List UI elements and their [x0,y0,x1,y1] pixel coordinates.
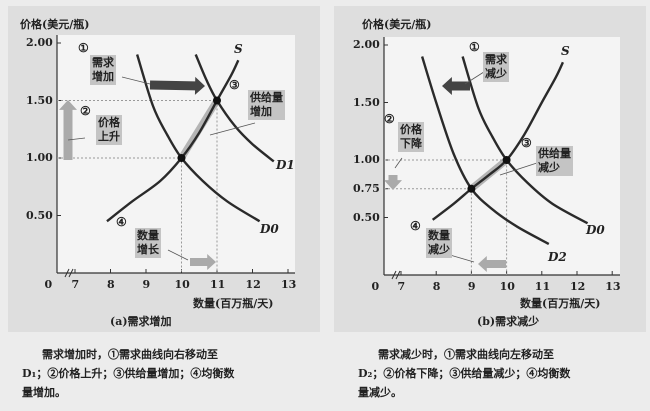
leader-line [499,161,541,176]
x-tick-label: 9 [467,280,476,293]
equilibrium-point [213,96,221,105]
equilibrium-point [467,184,476,193]
x-axis-label-a: 数量(百万瓶/天) [193,297,274,310]
y-tick-label: 2.00 [353,38,380,51]
leader-line [209,122,256,136]
x-tick-label: 7 [397,280,406,293]
leader-line [167,249,189,261]
annotation-price-rise: 价格 上升 [96,115,122,145]
annotation-quantity-grow: 数量 增长 [135,228,161,258]
x-tick-label: 0 [44,278,53,291]
x-tick-label: 12 [245,278,261,291]
equilibrium-point [502,156,511,164]
curve-S [106,59,240,223]
guide-line [384,159,508,275]
x-tick-label: 8 [432,280,441,293]
annotation-supply-qty-decrease: 供给量 减少 [536,146,573,176]
series-label-S-b: S [561,44,570,58]
caption-b: (b)需求减少 [477,315,540,328]
y-tick-label: 0.75 [353,181,380,195]
x-tick-label: 10 [499,280,515,293]
price-down-arrow [384,175,402,190]
y-axis-label-a: 价格(美元/瓶) [20,18,90,31]
guide-line [384,188,472,275]
quantity-down-arrow [478,256,506,272]
x-tick-label: 10 [174,278,190,291]
quantity-up-arrow [190,254,216,270]
annotation-number-3: ③ [521,136,532,150]
series-label-S-a: S [234,42,243,56]
x-tick-label: 7 [71,278,80,291]
y-tick-label: 1.50 [26,93,53,107]
y-tick-label: 0.50 [26,208,53,222]
series-label-D1: D1 [276,158,295,172]
demand-shift-right-arrow [149,76,205,95]
caption-a: (a)需求增加 [110,315,172,328]
x-tick-label: 11 [534,280,551,293]
y-tick-label: 1.00 [26,151,53,164]
annotation-number-2: ② [384,112,395,126]
x-tick-label: 11 [210,278,226,291]
annotation-number-4: ④ [116,215,127,229]
axis-break-mark [391,270,401,280]
annotation-number-1: ① [78,41,89,55]
annotation-quantity-decrease: 数量 减少 [426,228,452,258]
series-label-D0-a: D0 [260,222,279,236]
y-tick-label: 2.00 [26,36,53,49]
series-label-D0-b: D0 [586,223,605,237]
x-tick-label: 12 [570,280,586,293]
y-tick-label: 1.00 [353,153,380,166]
axis-break-mark [64,268,74,278]
annotation-number-2: ② [80,104,91,118]
x-axis-label-b: 数量(百万瓶/天) [520,297,601,310]
leader-line [449,254,475,263]
x-tick-label: 13 [605,280,621,293]
curve-D1 [194,54,275,163]
annotation-demand-decrease: 需求 减少 [483,52,509,82]
x-tick-label: 8 [107,278,115,291]
annotation-supply-qty-increase: 供给量 增加 [248,90,285,120]
x-tick-label: 9 [142,278,151,291]
equilibrium-point [177,154,186,162]
leader-line [121,76,151,85]
leader-line [394,157,403,169]
y-tick-label: 0.50 [353,210,380,224]
description-a: 需求增加时，①需求曲线向右移动至 D₁；②价格上升；③供给量增加；④均衡数 量增… [22,348,235,399]
description-b: 需求减少时，①需求曲线向左移动至 D₂；②价格下降；③供给量减少；④均衡数 量减… [358,348,571,399]
x-tick-label: 0 [371,280,380,293]
demand-shift-left-arrow [442,77,470,95]
price-up-arrow [59,100,77,160]
annotation-number-3: ③ [229,78,240,92]
y-axis-label-b: 价格(美元/瓶) [362,18,432,31]
x-tick-label: 13 [281,278,297,291]
annotation-number-4: ④ [410,219,421,233]
y-tick-label: 1.50 [353,95,380,109]
annotation-price-fall: 价格 下降 [398,122,424,152]
annotation-number-1: ① [469,40,480,54]
leader-line [67,137,86,141]
annotation-demand-increase: 需求 增加 [90,55,116,85]
series-label-D2: D2 [548,250,567,264]
